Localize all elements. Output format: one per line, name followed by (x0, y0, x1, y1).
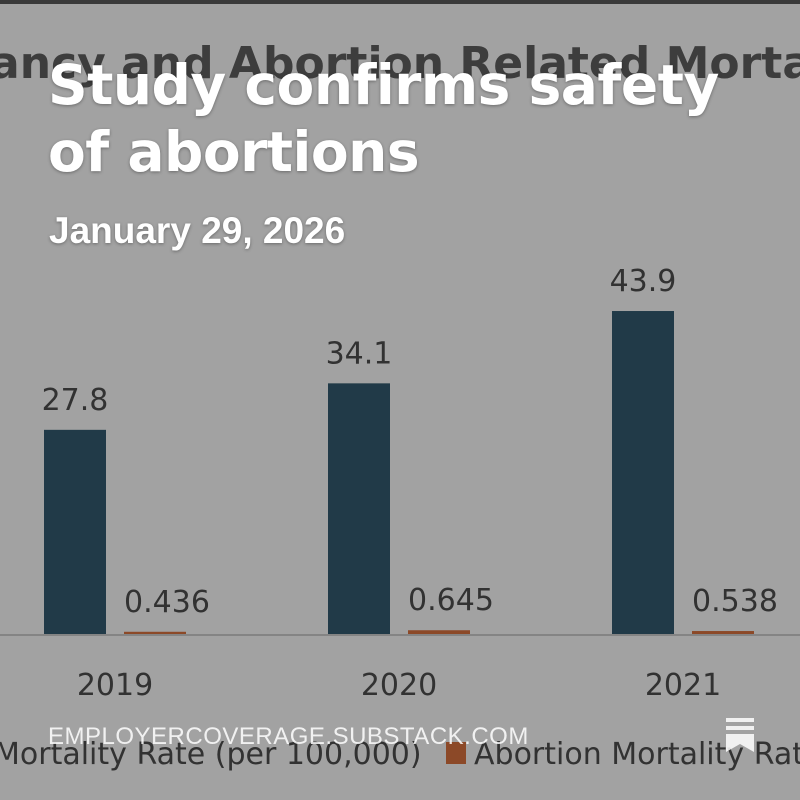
bar-mortality-2019 (44, 429, 106, 635)
x-tick-labels: 2019 2020 2021 (77, 668, 721, 703)
chart-legend: Mortality Rate (per 100,000) Abortion Mo… (0, 737, 800, 772)
x-tick-2021: 2021 (645, 668, 721, 703)
value-label-abortion-2020: 0.645 (408, 583, 494, 618)
bar-mortality-2020 (328, 383, 390, 635)
post-headline[interactable]: Study confirms safety of abortions (48, 53, 719, 184)
legend-entry-mortality-rate: Mortality Rate (per 100,000) (0, 737, 422, 772)
bar-mortality-2021 (612, 311, 674, 635)
post-date: January 29, 2026 (49, 210, 346, 251)
substack-bookmark-icon[interactable] (726, 718, 754, 752)
bar-abortion-2021 (692, 631, 754, 635)
bars-group: 27.8 0.436 34.1 0.645 43.9 0.538 (42, 264, 778, 635)
value-label-abortion-2019: 0.436 (124, 585, 210, 620)
value-label-mortality-2021: 43.9 (610, 264, 677, 299)
legend-swatch-abortion (446, 742, 466, 764)
value-label-mortality-2019: 27.8 (42, 383, 109, 418)
value-label-abortion-2021: 0.538 (692, 584, 778, 619)
source-domain[interactable]: EMPLOYERCOVERAGE.SUBSTACK.COM (48, 723, 529, 750)
bar-chart: ancy and Abortion Related Mortality 27.8… (0, 38, 800, 772)
bar-abortion-2020 (408, 630, 470, 635)
value-label-mortality-2020: 34.1 (326, 336, 393, 371)
bar-abortion-2019 (124, 631, 186, 635)
x-tick-2020: 2020 (361, 668, 437, 703)
chart-title: ancy and Abortion Related Mortality (0, 38, 800, 89)
x-tick-2019: 2019 (77, 668, 153, 703)
